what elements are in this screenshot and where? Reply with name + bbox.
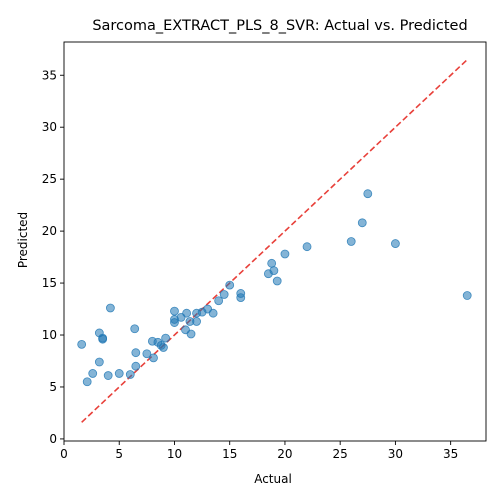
data-point bbox=[358, 219, 366, 227]
plot-area: 0 5 10 15 20 25 30 35 0 5 10 15 20 25 30 35 bbox=[42, 42, 486, 461]
x-tick-label: 35 bbox=[443, 447, 458, 461]
data-point bbox=[391, 240, 399, 248]
data-point bbox=[237, 289, 245, 297]
y-tick-label: 30 bbox=[42, 120, 57, 134]
data-point bbox=[347, 238, 355, 246]
data-point bbox=[99, 335, 107, 343]
data-point bbox=[463, 292, 471, 300]
y-tick-label: 15 bbox=[42, 276, 57, 290]
data-point bbox=[187, 330, 195, 338]
data-point bbox=[131, 325, 139, 333]
data-point bbox=[303, 243, 311, 251]
data-point bbox=[170, 307, 178, 315]
data-point bbox=[220, 290, 228, 298]
data-point bbox=[89, 369, 97, 377]
y-axis-label: Predicted bbox=[16, 212, 30, 268]
data-point bbox=[115, 369, 123, 377]
x-tick-label: 20 bbox=[277, 447, 292, 461]
chart-title: Sarcoma_EXTRACT_PLS_8_SVR: Actual vs. Pr… bbox=[92, 18, 467, 34]
x-tick-label: 25 bbox=[333, 447, 348, 461]
y-tick-label: 10 bbox=[42, 328, 57, 342]
data-point bbox=[149, 354, 157, 362]
data-point bbox=[273, 277, 281, 285]
data-point bbox=[132, 349, 140, 357]
x-tick-label: 30 bbox=[388, 447, 403, 461]
x-tick-label: 15 bbox=[222, 447, 237, 461]
y-tick-label: 20 bbox=[42, 224, 57, 238]
data-point bbox=[209, 309, 217, 317]
data-point bbox=[83, 378, 91, 386]
data-point bbox=[106, 304, 114, 312]
y-tick-label: 25 bbox=[42, 172, 57, 186]
data-point bbox=[132, 362, 140, 370]
data-point bbox=[78, 340, 86, 348]
data-point bbox=[270, 267, 278, 275]
x-tick-label: 10 bbox=[167, 447, 182, 461]
data-point bbox=[364, 190, 372, 198]
data-point bbox=[104, 372, 112, 380]
data-point bbox=[162, 334, 170, 342]
x-axis-label: Actual bbox=[254, 472, 292, 486]
y-tick-label: 5 bbox=[49, 380, 57, 394]
data-point bbox=[126, 371, 134, 379]
x-tick-label: 5 bbox=[115, 447, 123, 461]
data-point bbox=[268, 259, 276, 267]
data-point bbox=[226, 281, 234, 289]
y-tick-label: 35 bbox=[42, 68, 57, 82]
data-point bbox=[281, 250, 289, 258]
x-tick-label: 0 bbox=[60, 447, 68, 461]
data-point bbox=[95, 358, 103, 366]
data-point bbox=[183, 309, 191, 317]
data-point bbox=[193, 318, 201, 326]
data-point bbox=[159, 343, 167, 351]
y-tick-label: 0 bbox=[49, 432, 57, 446]
